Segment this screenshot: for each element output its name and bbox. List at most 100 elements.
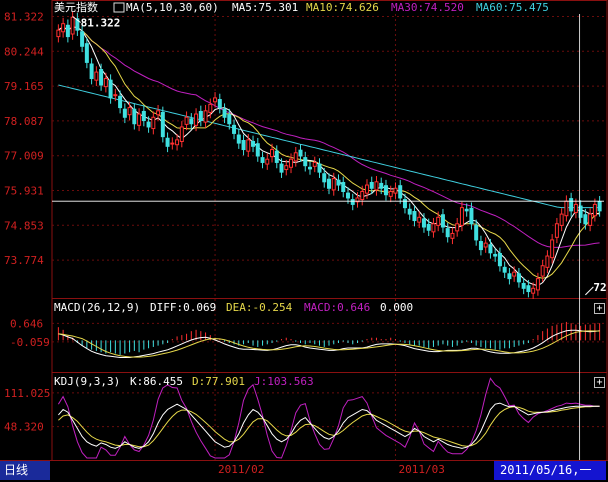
candle-body [493, 253, 498, 257]
kdj-expand-button[interactable]: + [594, 377, 605, 388]
candle-body [374, 181, 379, 191]
kdj-d-line [58, 405, 600, 448]
candle-body [545, 255, 550, 268]
candle-body [459, 207, 464, 226]
crosshair [52, 14, 604, 460]
price-tick-label: 75.931 [4, 184, 44, 197]
candle-body [137, 113, 142, 126]
candle-body [331, 178, 336, 191]
ma-legend-label: MA(5,10,30,60) [126, 1, 219, 14]
kdj-panel [57, 377, 600, 459]
price-tick-label: 79.165 [4, 80, 44, 93]
candle-body [421, 218, 426, 228]
tab-daily[interactable]: 日线 [0, 461, 50, 480]
candle-body [122, 108, 127, 118]
candle-body [426, 223, 431, 231]
candle-body [108, 79, 113, 99]
chart-annotations: 81.322 72.696 [72, 16, 608, 296]
candle-body [469, 207, 474, 225]
candle-body [516, 273, 521, 283]
candle-body [61, 23, 66, 33]
macd-expand-button[interactable]: + [594, 303, 605, 314]
candle-body [440, 214, 445, 228]
candle-body [241, 140, 246, 151]
candle-body [75, 18, 80, 31]
candle-body [274, 150, 279, 163]
candle-body [573, 203, 578, 213]
candle-body [289, 158, 294, 168]
macd-legend-label: MACD(26,12,9) [54, 301, 140, 314]
candle-body [388, 191, 393, 197]
candle-body [203, 110, 208, 123]
ma5-value: MA5:75.301 [232, 1, 298, 14]
high-price-label: 81.322 [81, 17, 121, 30]
candle-body [160, 111, 165, 138]
chart-grid [52, 14, 604, 460]
candle-body [99, 69, 104, 86]
candle-body [322, 173, 327, 183]
candle-body [521, 282, 526, 289]
ma10-value: MA10:74.626 [306, 1, 379, 14]
candle-body [564, 200, 569, 217]
x-tick-label: 2011/02 [218, 463, 264, 476]
macd-tick-label: -0.059 [10, 336, 50, 349]
candle-body [84, 43, 89, 63]
candle-body [227, 114, 232, 125]
candle-body [488, 244, 493, 254]
candle-body [265, 158, 270, 165]
candle-body [165, 137, 170, 147]
price-tick-label: 73.774 [4, 254, 44, 267]
ma-toggle-icon[interactable] [113, 2, 125, 13]
candle-body [369, 181, 374, 189]
candle-body [507, 273, 512, 280]
ma60-value: MA60:75.475 [476, 1, 549, 14]
candle-body [478, 241, 483, 251]
candle-body [569, 198, 574, 212]
candle-body [298, 149, 303, 157]
candle-body [526, 285, 531, 293]
macd-panel [57, 321, 601, 358]
chart-title: 美元指数 [54, 0, 98, 14]
candle-body [132, 108, 137, 125]
candle-body [293, 152, 298, 162]
candle-body [89, 63, 94, 80]
x-tick-label: 2011/03 [398, 463, 444, 476]
candle-body [308, 166, 313, 170]
annotation-pointer [72, 16, 81, 23]
candle-body [559, 213, 564, 226]
kdj-legend-label: KDJ(9,3,3) [54, 375, 120, 388]
candle-body [583, 214, 588, 225]
annotation-pointer [585, 286, 594, 296]
candle-body [184, 116, 189, 125]
price-candles [56, 11, 602, 299]
candle-body [189, 118, 194, 125]
candle-body [431, 223, 436, 233]
candle-body [398, 185, 403, 199]
candle-body [312, 161, 317, 167]
candle-body [146, 121, 151, 128]
candle-body [578, 205, 583, 218]
candle-body [393, 187, 398, 194]
panel-frames [0, 0, 608, 461]
candle-body [417, 216, 422, 223]
candle-body [554, 223, 559, 238]
candle-body [255, 143, 260, 157]
axis-labels: 81.322 80.244 79.165 78.087 77.009 75.931 74.8… [4, 11, 445, 476]
ma5-line [58, 26, 600, 287]
candle-body [350, 199, 355, 205]
candle-body [118, 95, 123, 109]
candle-body [156, 110, 161, 116]
candle-body [550, 239, 555, 259]
kdj-j-value: J:103.563 [254, 375, 314, 388]
kdj-tick-label: 48.320 [4, 421, 44, 434]
kdj-tick-label: 111.025 [4, 387, 50, 400]
candle-body [222, 108, 227, 118]
price-tick-label: 78.087 [4, 115, 44, 128]
candle-body [317, 163, 322, 173]
candle-body [246, 139, 251, 152]
candle-body [436, 216, 441, 226]
ma30-value: MA30:74.520 [391, 1, 464, 14]
macd-dea-value: DEA:-0.254 [226, 301, 293, 314]
candle-body [279, 163, 284, 173]
